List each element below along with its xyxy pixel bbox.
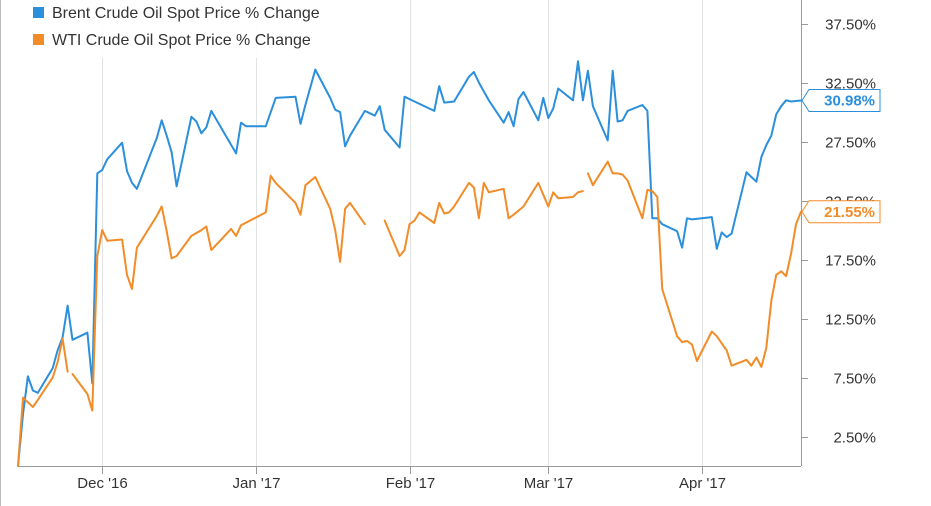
x-tick-label: Jan '17 [233, 475, 281, 492]
series-line-brent [17, 60, 802, 467]
y-tick-label: 37.50% [825, 17, 876, 34]
x-tick-label: Feb '17 [386, 475, 436, 492]
x-tick-label: Apr '17 [679, 475, 726, 492]
end-value-callout [801, 89, 881, 113]
series-line-wti [71, 174, 366, 412]
legend-background [18, 0, 400, 58]
y-tick-label: 7.50% [833, 371, 876, 388]
end-value-label-brent: 30.98% [824, 93, 875, 110]
series-line-wti [383, 181, 584, 257]
plot-area: Dec '16 Jan '17 Feb '17 Mar '17 Apr '17 2.50%… [0, 0, 881, 506]
legend-swatch [33, 7, 44, 18]
x-tick-label: Dec '16 [77, 475, 127, 492]
series-line-wti [586, 160, 802, 368]
y-tick-label: 32.50% [825, 76, 876, 93]
end-value-callout [801, 200, 881, 224]
legend-entry-brent: Brent Crude Oil Spot Price % Change [52, 5, 320, 22]
y-tick-label: 27.50% [825, 135, 876, 152]
y-tick-label: 12.50% [825, 312, 876, 329]
x-tick-label: Mar '17 [524, 475, 574, 492]
legend-swatch [33, 34, 44, 45]
end-value-label-wti: 21.55% [824, 204, 875, 221]
legend-entry-wti: WTI Crude Oil Spot Price % Change [52, 32, 311, 49]
y-tick-label: 2.50% [833, 430, 876, 447]
y-tick-label: 17.50% [825, 253, 876, 270]
series-line-wti [17, 337, 69, 467]
